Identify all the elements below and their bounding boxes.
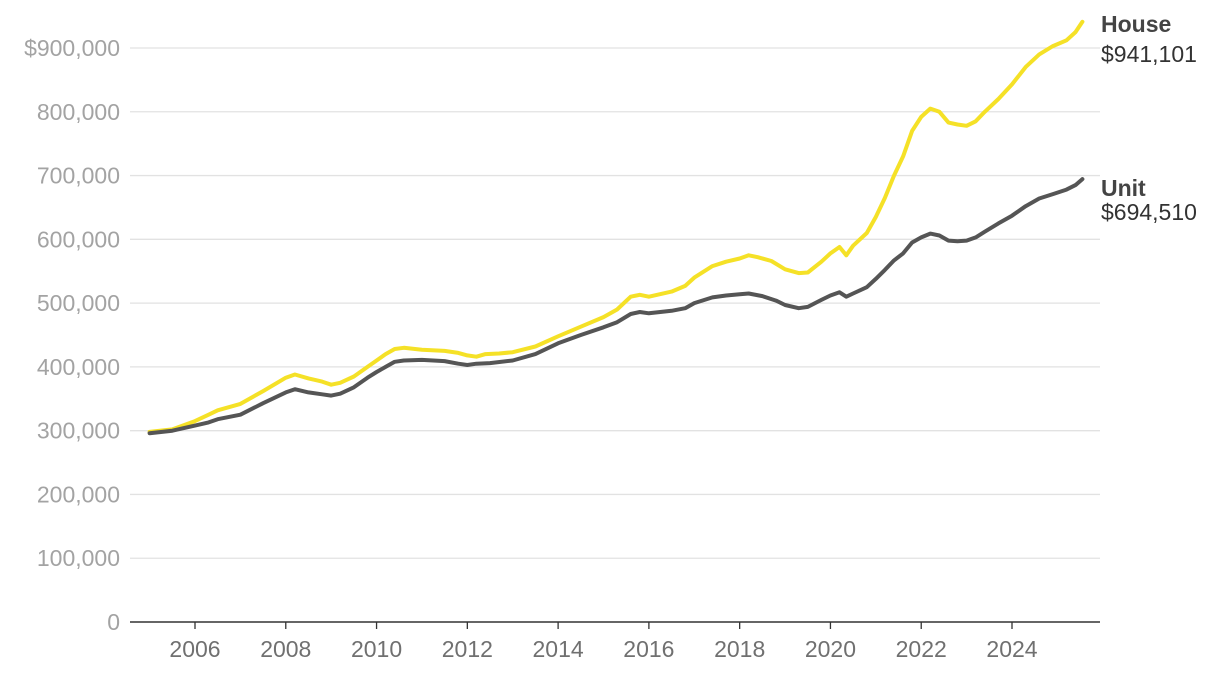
y-tick-label: 100,000 [37,545,120,571]
y-tick-label: $900,000 [24,35,120,61]
y-tick-label: 0 [107,609,120,635]
y-tick-label: 700,000 [37,163,120,189]
y-tick-label: 600,000 [37,226,120,252]
series-name-label: Unit [1101,175,1146,201]
x-tick-label: 2020 [805,636,856,662]
x-tick-label: 2014 [533,636,584,662]
x-tick-label: 2012 [442,636,493,662]
series-line-house [147,19,1085,434]
y-tick-label: 500,000 [37,290,120,316]
x-tick-label: 2008 [260,636,311,662]
series-end-labels: House $941,101 Unit$694,510 [1101,11,1197,225]
x-tick-label: 2016 [623,636,674,662]
y-tick-label: 200,000 [37,481,120,507]
x-axis: 2006 2008 2010 2012 2014 2016 2018 2020 2022 2024 [130,621,1100,662]
x-tick-label: 2010 [351,636,402,662]
x-tick-label: 2022 [896,636,947,662]
y-tick-label: 400,000 [37,354,120,380]
series-end-value-label: $694,510 [1101,199,1197,225]
y-tick-label: 800,000 [37,99,120,125]
series-end-value-label: $941,101 [1101,41,1197,67]
x-tick-label: 2018 [714,636,765,662]
gridlines [130,47,1100,559]
series-lines [147,19,1085,436]
y-tick-label: 300,000 [37,418,120,444]
x-tick-label: 2006 [169,636,220,662]
x-tick-label: 2024 [986,636,1037,662]
y-axis-ticks: 0 100,000 200,000 300,000 400,000 500,000 600,… [24,35,120,635]
series-line-unit [147,177,1085,436]
series-name-label: House [1101,11,1171,37]
